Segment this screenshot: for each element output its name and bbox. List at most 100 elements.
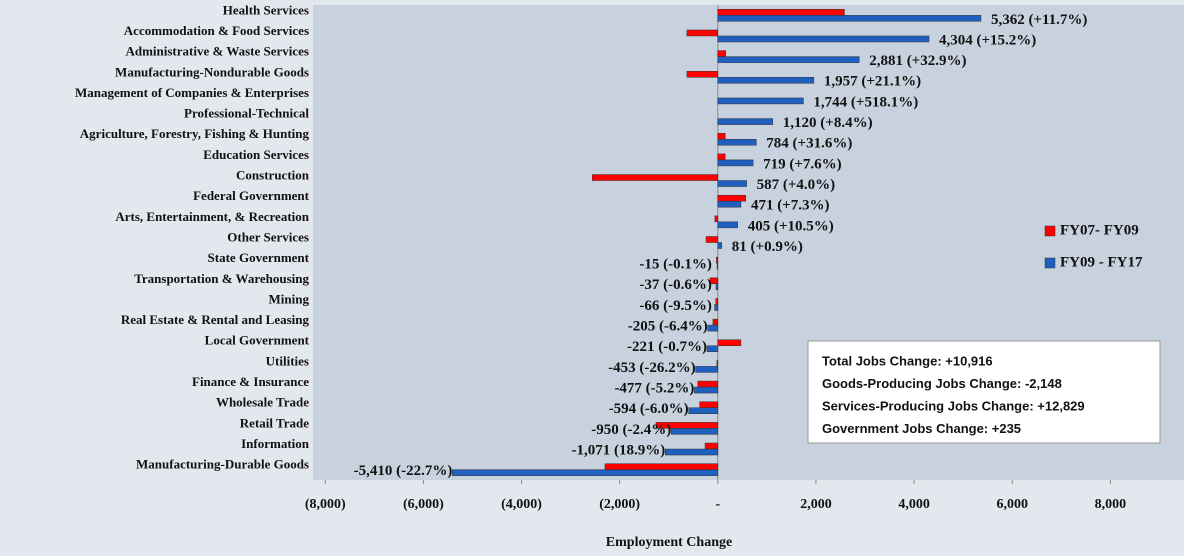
category-label: Health Services <box>223 2 309 17</box>
bar <box>717 118 774 125</box>
bar <box>717 9 845 16</box>
value-label: 1,120 (+8.4%) <box>783 115 873 131</box>
value-label: 587 (+4.0%) <box>757 177 836 193</box>
bar <box>665 448 719 456</box>
value-label: -594 (-6.0%) <box>609 401 689 417</box>
value-label: 81 (+0.9%) <box>732 239 803 255</box>
x-axis-title: Employment Change <box>606 535 732 550</box>
x-tick-label: - <box>715 497 720 512</box>
bar <box>717 138 757 146</box>
x-tick-label: 6,000 <box>997 497 1029 512</box>
x-tick-label: (2,000) <box>599 497 640 512</box>
value-label: 1,957 (+21.1%) <box>824 74 921 90</box>
category-label: Other Services <box>227 229 309 244</box>
bar <box>697 380 719 388</box>
bar <box>712 318 719 326</box>
category-label: Wholesale Trade <box>216 395 309 410</box>
legend-swatch <box>1044 225 1056 237</box>
category-label: Information <box>241 436 310 451</box>
value-label: -15 (-0.1%) <box>639 257 711 273</box>
value-label: -66 (-9.5%) <box>639 298 711 314</box>
annotation-box <box>807 340 1161 444</box>
annotation: Total Jobs Change: +10,916 <box>822 353 993 368</box>
value-label: -205 (-6.4%) <box>628 319 708 335</box>
value-label: -37 (-0.6%) <box>639 277 711 293</box>
bar <box>686 29 719 37</box>
bar <box>604 463 719 470</box>
bar <box>717 77 815 84</box>
bar <box>699 401 719 408</box>
bar <box>709 277 719 285</box>
bar <box>717 339 742 347</box>
category-label: Manufacturing-Durable Goods <box>136 457 309 472</box>
legend-swatch <box>1044 257 1056 269</box>
category-label: Finance & Insurance <box>192 374 309 389</box>
category-label: Construction <box>236 168 310 183</box>
x-tick-label: 4,000 <box>898 497 930 512</box>
bar <box>714 304 719 311</box>
value-label: 1,744 (+518.1%) <box>813 94 918 110</box>
category-label: Accommodation & Food Services <box>124 23 309 38</box>
bar <box>717 242 723 249</box>
category-label: Federal Government <box>193 188 310 203</box>
value-label: -5,410 (-22.7%) <box>354 463 453 479</box>
value-label: 784 (+31.6%) <box>766 136 852 152</box>
bar <box>706 345 719 353</box>
x-tick-label: (6,000) <box>403 497 444 512</box>
bar <box>688 407 719 414</box>
bar <box>717 15 982 22</box>
x-tick-label: (8,000) <box>305 497 346 512</box>
bar <box>705 236 719 243</box>
bar <box>716 262 719 270</box>
bar <box>717 50 726 57</box>
category-label: Arts, Entertainment, & Recreation <box>115 209 309 224</box>
annotation: Services-Producing Jobs Change: +12,829 <box>822 398 1085 413</box>
bar <box>717 132 726 140</box>
category-label: Manufacturing-Nondurable Goods <box>115 64 309 79</box>
bar <box>717 35 930 43</box>
value-label: -950 (-2.4%) <box>591 422 671 438</box>
legend-label: FY09 - FY17 <box>1060 254 1143 270</box>
category-label: Management of Companies & Enterprises <box>75 85 309 100</box>
bar <box>716 360 719 367</box>
category-label: Education Services <box>203 147 309 162</box>
bar <box>717 56 860 63</box>
bar <box>717 221 738 229</box>
value-label: 5,362 (+11.7%) <box>991 12 1087 28</box>
annotation: Goods-Producing Jobs Change: -2,148 <box>822 376 1062 391</box>
bar <box>716 256 719 264</box>
category-label: Utilities <box>266 353 309 368</box>
value-label: 2,881 (+32.9%) <box>869 53 966 69</box>
value-label: 719 (+7.6%) <box>763 156 842 172</box>
value-label: -221 (-0.7%) <box>627 339 707 355</box>
bar <box>717 194 747 202</box>
bar <box>695 366 719 373</box>
category-label: Administrative & Waste Services <box>125 44 309 59</box>
value-label: -453 (-26.2%) <box>608 360 695 376</box>
x-tick-label: 8,000 <box>1095 497 1127 512</box>
category-label: Agriculture, Forestry, Fishing & Hunting <box>80 126 310 141</box>
bar <box>452 469 719 476</box>
bar <box>715 298 719 305</box>
bar <box>670 428 719 435</box>
category-label: Local Government <box>205 333 310 348</box>
value-label: -477 (-5.2%) <box>614 381 694 397</box>
bar <box>686 71 719 78</box>
value-label: 4,304 (+15.2%) <box>939 32 1036 48</box>
value-label: 471 (+7.3%) <box>751 198 830 214</box>
category-label: Professional-Technical <box>184 106 309 121</box>
bar <box>591 174 719 181</box>
bar <box>717 97 804 105</box>
bar <box>717 159 754 167</box>
category-label: Real Estate & Rental and Leasing <box>121 312 310 327</box>
annotation: Government Jobs Change: +235 <box>822 421 1021 436</box>
category-label: Retail Trade <box>240 415 309 430</box>
bar <box>694 386 719 394</box>
bar <box>715 283 719 291</box>
bar <box>704 442 719 450</box>
bar <box>717 180 747 187</box>
legend-label: FY07- FY09 <box>1060 222 1139 238</box>
category-label: State Government <box>208 250 310 265</box>
bar <box>717 200 742 208</box>
